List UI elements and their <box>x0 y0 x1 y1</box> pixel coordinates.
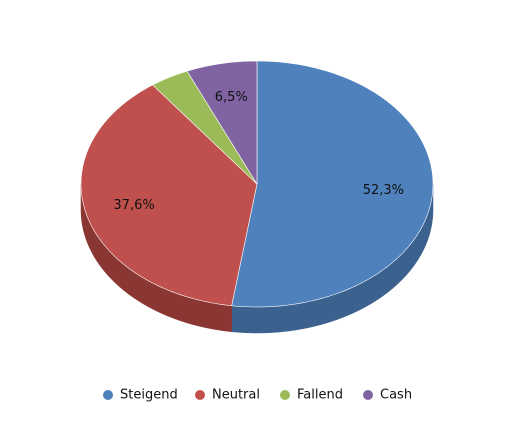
legend-label: Steigend <box>120 388 178 403</box>
slice <box>80 84 258 307</box>
legend-marker <box>195 390 205 400</box>
legend-marker <box>363 390 373 400</box>
slice <box>152 70 258 185</box>
data-label: 37,6% <box>113 198 154 213</box>
legend-marker <box>103 390 113 400</box>
slice <box>186 60 258 186</box>
legend-label: Fallend <box>297 388 343 403</box>
legend-marker <box>280 390 290 400</box>
legend-label: Neutral <box>212 388 260 403</box>
legend-label: Cash <box>380 388 412 403</box>
slice <box>231 60 434 308</box>
data-label: 6,5% <box>215 90 248 105</box>
data-label: 52,3% <box>363 183 404 198</box>
